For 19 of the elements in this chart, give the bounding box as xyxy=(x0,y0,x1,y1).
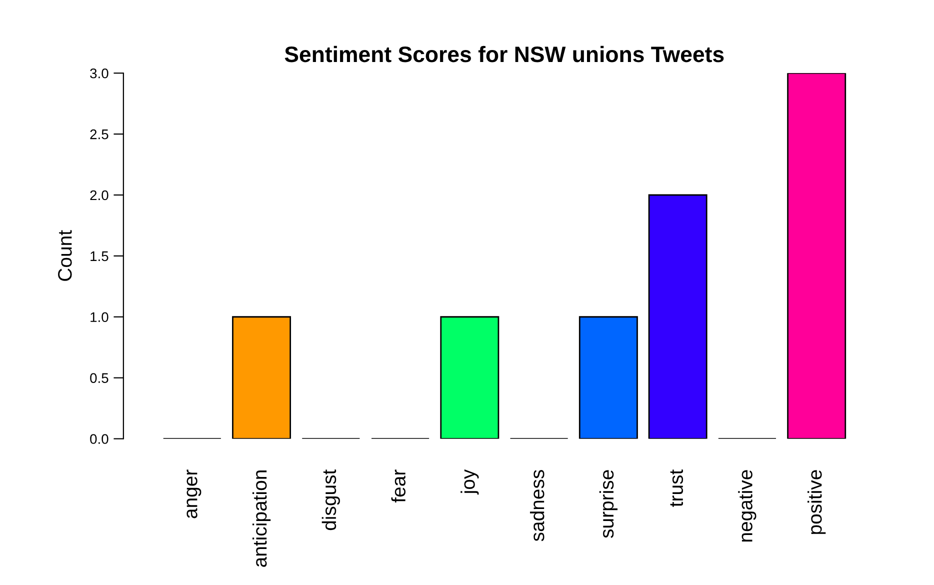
y-tick-label: 2.0 xyxy=(90,190,108,200)
x-tick-label: trust xyxy=(670,469,684,507)
y-tick-label: 1.5 xyxy=(90,251,108,262)
x-tick-label: negative xyxy=(738,470,756,542)
x-tick-label: disgust xyxy=(322,469,340,530)
x-tick-label: anger xyxy=(186,470,202,518)
y-tick-label: 2.5 xyxy=(90,129,108,140)
x-tick-label: positive xyxy=(808,470,826,534)
y-tick-label: 0.5 xyxy=(90,373,108,383)
x-tick-label: surprise xyxy=(599,470,618,538)
x-tick-label: joy xyxy=(460,469,479,495)
y-axis-title: Count xyxy=(58,230,72,281)
x-tick-label: sadness xyxy=(530,470,544,542)
y-tick-label: 0.0 xyxy=(90,434,108,444)
x-tick-label: fear xyxy=(391,470,406,503)
chart-title: Sentiment Scores for NSW unions Tweets xyxy=(284,46,724,62)
y-tick-label: 1.0 xyxy=(90,312,108,322)
x-tick-label: anticipation xyxy=(252,470,271,567)
y-tick-label: 3.0 xyxy=(90,68,108,78)
